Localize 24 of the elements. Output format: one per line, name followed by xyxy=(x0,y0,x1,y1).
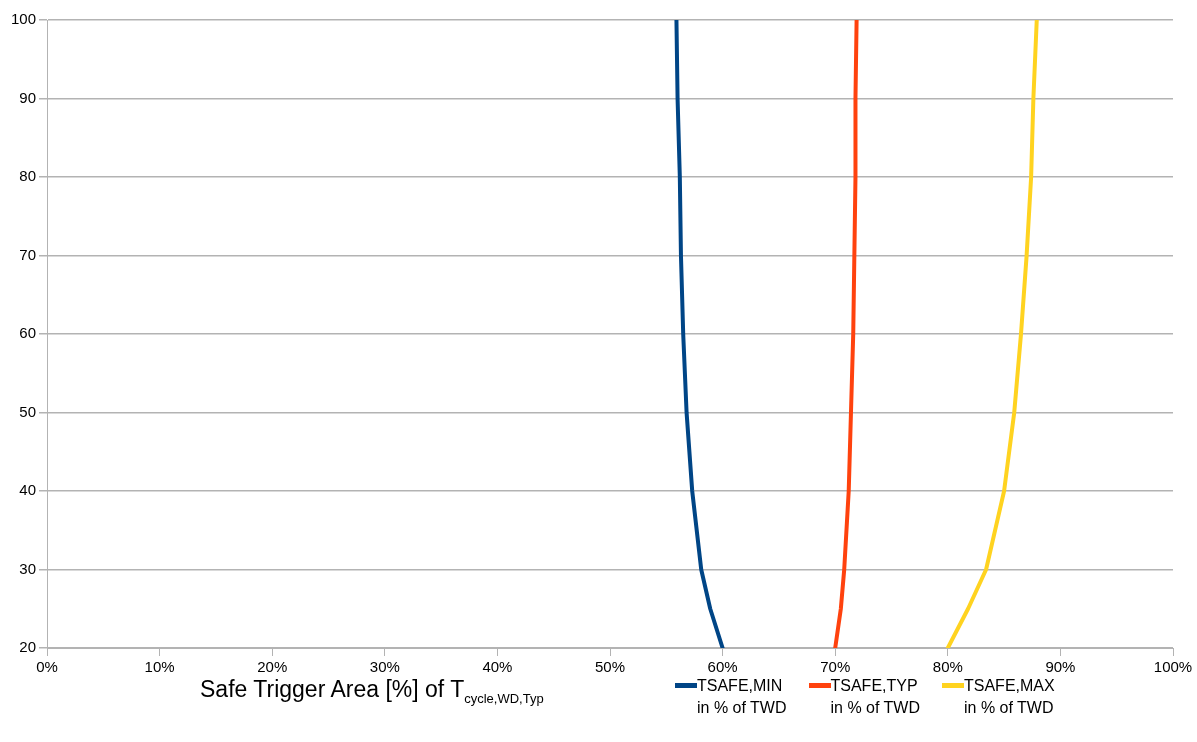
x-tick-label: 60% xyxy=(707,658,738,676)
y-tick-label: 90 xyxy=(19,88,37,106)
legend-label: TSAFE,TYP in % of TWD xyxy=(830,676,920,718)
y-tick-label: 30 xyxy=(19,559,37,577)
x-tick-label: 40% xyxy=(482,658,513,676)
y-tick-label: 20 xyxy=(19,638,37,656)
x-tick-label: 20% xyxy=(257,658,288,676)
x-tick-label: 80% xyxy=(932,658,963,676)
x-tick-label: 50% xyxy=(595,658,626,676)
legend-label: TSAFE,MAX in % of TWD xyxy=(964,676,1055,718)
legend-label: TSAFE,MIN in % of TWD xyxy=(697,676,787,718)
y-tick-label: 70 xyxy=(19,245,37,263)
x-tick-label: 30% xyxy=(369,658,400,676)
y-tick-label: 80 xyxy=(19,167,37,185)
y-tick-label: 100 xyxy=(11,10,37,28)
x-tick-label: 90% xyxy=(1045,658,1076,676)
x-tick-label: 70% xyxy=(820,658,851,676)
x-axis-title: Safe Trigger Area [%] of T$_{cycle,WD,Typ}$ xyxy=(200,676,544,706)
x-tick-label: 100% xyxy=(1153,658,1193,676)
y-tick-label: 60 xyxy=(19,324,37,342)
y-tick-label: 40 xyxy=(19,481,37,499)
x-tick-label: 10% xyxy=(144,658,175,676)
x-tick-label: 0% xyxy=(36,658,58,676)
y-tick-label: 50 xyxy=(19,402,37,420)
